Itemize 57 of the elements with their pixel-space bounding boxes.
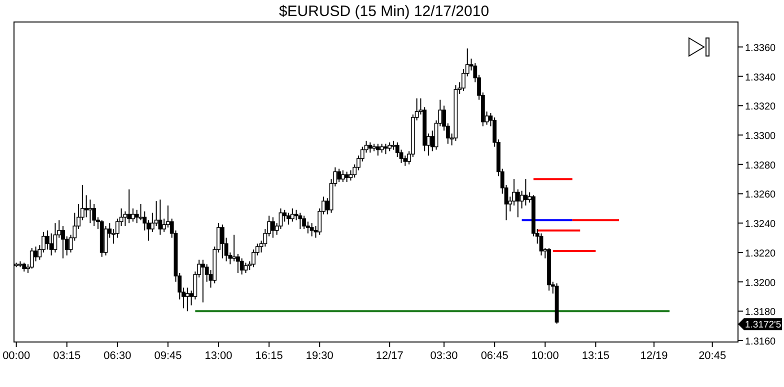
y-tick-label: 1.3280 <box>745 160 776 172</box>
candlestick <box>340 170 345 182</box>
candlestick <box>516 188 520 218</box>
candlestick <box>201 259 205 303</box>
y-tick-label: 1.3160 <box>745 336 776 348</box>
y-tick-label: 1.3200 <box>745 278 776 289</box>
candlestick <box>88 199 92 224</box>
candlestick <box>232 234 236 262</box>
candlestick <box>158 199 162 236</box>
candlestick <box>84 194 88 218</box>
y-tick-label: 1.3360 <box>745 42 776 54</box>
x-tick-label: 12/17 <box>376 350 404 362</box>
y-tick-label: 1.3240 <box>745 219 776 230</box>
candlestick <box>286 212 290 226</box>
x-tick-label: 09:45 <box>154 350 182 362</box>
x-tick-label: 13:00 <box>204 350 232 362</box>
x-tick-label: 00:00 <box>2 350 30 362</box>
x-tick-label: 03:15 <box>53 350 81 362</box>
x-tick-label: 20:45 <box>698 350 726 362</box>
y-tick-label: 1.3300 <box>745 131 776 142</box>
candlestick <box>290 208 294 222</box>
y-tick-label: 1.3220 <box>745 248 776 260</box>
candlestick <box>310 222 314 237</box>
candlestick <box>92 204 96 227</box>
x-tick-label: 10:00 <box>531 350 559 362</box>
y-tick-label: 1.3260 <box>745 190 776 201</box>
candlestick <box>123 210 128 227</box>
candlestick <box>376 143 380 156</box>
x-tick-label: 13:15 <box>582 350 610 362</box>
candlestick <box>344 171 349 182</box>
candlestick <box>271 216 275 238</box>
x-tick-label: 16:15 <box>255 350 283 362</box>
candlestick <box>337 168 342 182</box>
x-tick-label: 06:30 <box>104 350 132 362</box>
text: 1.3172'5 <box>745 320 782 331</box>
y-tick-label: 1.3340 <box>745 72 776 84</box>
candlestick <box>30 248 34 270</box>
candlestick <box>185 287 190 312</box>
y-tick-label: 1.3320 <box>745 102 776 113</box>
candlestick <box>302 215 306 230</box>
candlestick <box>240 258 244 275</box>
y-tick-label: 1.3180 <box>745 307 776 318</box>
candlestick <box>220 224 224 259</box>
candlestick <box>49 232 54 256</box>
chart-title: $EURUSD (15 Min) 12/17/2010 <box>278 3 490 20</box>
x-tick-label: 03:30 <box>430 350 458 362</box>
x-tick-label: 12/19 <box>640 350 668 362</box>
candlestick <box>127 188 132 224</box>
candlestick <box>53 222 58 253</box>
x-tick-label: 19:30 <box>306 350 334 362</box>
candlestick <box>298 212 302 230</box>
candlestick <box>524 178 528 206</box>
candlestick <box>368 142 372 154</box>
candlestick <box>282 209 287 222</box>
candlestick <box>131 208 135 222</box>
x-tick-label: 06:45 <box>480 350 508 362</box>
candlestick <box>539 232 544 256</box>
